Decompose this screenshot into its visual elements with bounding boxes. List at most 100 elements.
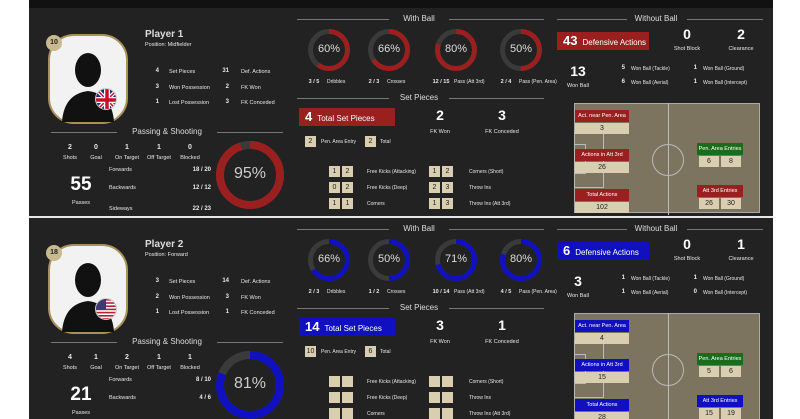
zone-att3-entries-a: 26 <box>699 198 719 209</box>
def-actions-label: Def. Actions <box>241 69 271 75</box>
zone-att3-entries-b: 30 <box>721 198 741 209</box>
ring-label: Dribbles <box>327 289 346 295</box>
defensive-actions-value: 43 <box>563 33 578 48</box>
clearance-value: 1 <box>737 236 745 252</box>
pass-accuracy-value: 81% <box>233 375 267 392</box>
with-ball-ring <box>435 29 477 71</box>
section-rule <box>449 229 544 230</box>
ring-count: 2 / 3 <box>368 79 380 85</box>
set-row-right-a: 1 <box>429 166 440 177</box>
won-ball-label: Won Ball <box>567 83 589 89</box>
ring-percent: 71% <box>444 253 468 265</box>
zone-near-pen-value: 4 <box>575 333 629 344</box>
ring-percent: 66% <box>317 253 341 265</box>
fk-won-big-value: 2 <box>436 107 444 123</box>
ring-fill <box>216 141 284 209</box>
sideways-label: Sideways <box>109 206 133 212</box>
ring-percent: 66% <box>377 43 401 55</box>
with-ball-title: With Ball <box>403 224 435 233</box>
goal-label: Goal <box>90 155 102 161</box>
won-row-b: 0 <box>693 289 697 295</box>
set-row-left-a <box>329 392 340 403</box>
ring-count: 12 / 15 <box>432 79 450 85</box>
with-ball-ring <box>368 239 410 281</box>
zone-att3-value: 15 <box>575 372 629 383</box>
won-possession-value: 2 <box>155 294 159 300</box>
pen-area-total-value: 2 <box>365 136 376 147</box>
set-row-left-b: 2 <box>342 166 353 177</box>
pen-area-entry-label: Pen. Area Entry <box>321 349 357 355</box>
ring-count: 4 / 5 <box>500 289 512 295</box>
fk-won-value: 2 <box>225 84 229 90</box>
ring-label: Pass (Pen. Area) <box>519 79 557 85</box>
forwards-label: Forwards <box>109 377 132 383</box>
pen-area-entry-value: 2 <box>305 136 316 147</box>
set-row-right-label: Throw Ins <box>469 395 491 401</box>
pass-accuracy-value: 95% <box>233 165 267 182</box>
set-row-right-b <box>442 392 453 403</box>
set-row-left-label: Corners <box>367 411 385 417</box>
ring-fill <box>308 239 350 281</box>
defensive-actions-banner: 43 Defensive Actions <box>557 32 649 50</box>
on-target-label: On Target <box>114 155 140 161</box>
won-ball-label: Won Ball <box>567 293 589 299</box>
set-row-right-a <box>429 392 440 403</box>
set-row-right-a <box>429 376 440 387</box>
passes-total: 21 <box>70 384 92 405</box>
set-row-left-b <box>342 376 353 387</box>
won-row-b: 1 <box>693 79 697 85</box>
set-row-right-label: Corners (Short) <box>469 379 504 385</box>
with-ball-ring <box>500 239 542 281</box>
section-rule <box>449 308 544 309</box>
off-target-label: Off Target <box>147 365 171 371</box>
off-target-label: Off Target <box>147 155 171 161</box>
ring-label: Crosses <box>387 289 406 295</box>
section-rule <box>557 229 627 230</box>
zone-pen-entries-a: 5 <box>699 366 719 377</box>
player-avatar <box>48 34 128 124</box>
set-row-right-a <box>429 408 440 419</box>
won-row-a: 5 <box>621 65 625 71</box>
fk-conceded-big-label: FK Conceded <box>485 339 519 345</box>
top-strip <box>29 0 773 8</box>
set-row-right-label: Throw Ins <box>469 185 491 191</box>
fk-won-label: FK Won <box>241 295 261 301</box>
won-row-a-label: Won Ball (Aerial) <box>631 290 669 296</box>
set-row-right-label: Throw Ins (Att 3rd) <box>469 411 511 417</box>
silhouette-icon <box>62 263 114 332</box>
total-set-pieces-value: 14 <box>305 319 320 334</box>
player-number-badge: 10 <box>46 35 62 51</box>
lost-possession-label: Lost Possession <box>169 310 210 316</box>
won-row-a-label: Won Ball (Tackle) <box>631 276 670 282</box>
zone-att3-entries-label: Att 3rd Entries <box>697 185 743 197</box>
won-row-b: 1 <box>693 65 697 71</box>
won-row-b-label: Won Ball (Ground) <box>703 276 745 282</box>
player-position: Position: Forward <box>145 252 188 258</box>
section-rule <box>297 19 389 20</box>
silhouette-icon <box>62 53 114 122</box>
off-target-value: 1 <box>157 354 161 361</box>
ring-count: 1 / 2 <box>368 289 380 295</box>
forwards-label: Forwards <box>109 167 132 173</box>
fk-won-value: 3 <box>225 294 229 300</box>
section-rule <box>687 19 763 20</box>
total-set-pieces-label: Total Set Pieces <box>324 324 382 333</box>
set-row-left-a <box>329 408 340 419</box>
sideways-value: 22 / 23 <box>192 206 211 212</box>
pass-accuracy-ring <box>216 351 284 419</box>
ring-fill <box>368 29 410 71</box>
clearance-label: Clearance <box>728 46 754 52</box>
shots-value: 2 <box>68 144 72 151</box>
section-rule <box>687 229 763 230</box>
passes-label: Passes <box>71 200 91 206</box>
set-row-left-a: 1 <box>329 166 340 177</box>
section-rule <box>51 132 117 133</box>
set-row-left-a: 0 <box>329 182 340 193</box>
ring-fill <box>368 239 410 281</box>
section-rule <box>297 308 389 309</box>
zone-total-label: Total Actions <box>575 189 629 201</box>
zone-att3-entries-b: 19 <box>721 408 741 419</box>
won-row-a-label: Won Ball (Tackle) <box>631 66 670 72</box>
ring-label: Crosses <box>387 79 406 85</box>
won-ball-value: 13 <box>570 63 586 79</box>
